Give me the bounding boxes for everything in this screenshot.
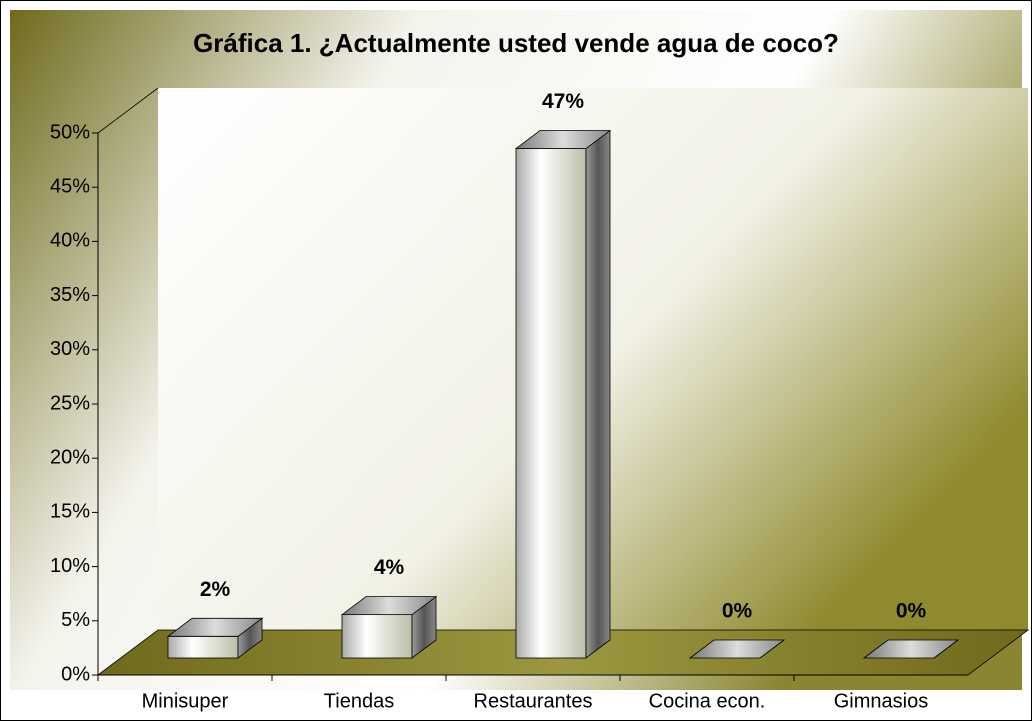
x-tick-label: Tiendas (324, 690, 394, 712)
y-tick-label: 40% (50, 230, 90, 252)
y-tick-label: 35% (50, 284, 90, 306)
y-tick-label: 5% (61, 609, 90, 631)
bar-top (166, 617, 264, 637)
x-tick-label: Restaurantes (474, 690, 593, 712)
bar-side (585, 129, 611, 659)
x-tick-label: Minisuper (142, 690, 229, 712)
y-tick-label: 50% (50, 121, 90, 143)
value-label: 2% (200, 578, 231, 601)
bar (166, 617, 264, 659)
value-label: 0% (722, 600, 753, 623)
bar-top (688, 639, 786, 659)
bar (340, 595, 438, 659)
bar (862, 639, 960, 659)
bar-front (167, 635, 239, 659)
y-tick-label: 20% (50, 446, 90, 468)
y-tick-label: 10% (50, 555, 90, 577)
bar-top (862, 639, 960, 659)
y-tick-label: 25% (50, 392, 90, 414)
y-tick-label: 15% (50, 501, 90, 523)
value-label: 4% (374, 556, 405, 579)
x-tick-label: Gimnasios (834, 690, 928, 712)
bar-top (514, 130, 612, 149)
y-tick-label: 30% (50, 338, 90, 360)
bar-top (340, 596, 438, 616)
chart-title: Gráfica 1. ¿Actualmente usted vende agua… (193, 28, 839, 58)
value-label: 0% (896, 600, 927, 623)
bar (514, 129, 612, 659)
value-label: 47% (542, 90, 584, 113)
wall-edge (97, 87, 159, 134)
bar-front (515, 148, 587, 659)
y-tick-label: 45% (50, 175, 90, 197)
y-tick-label: 0% (61, 663, 90, 685)
bar-front (341, 614, 413, 659)
bar (688, 639, 786, 659)
x-tick-label: Cocina econ. (649, 690, 766, 712)
